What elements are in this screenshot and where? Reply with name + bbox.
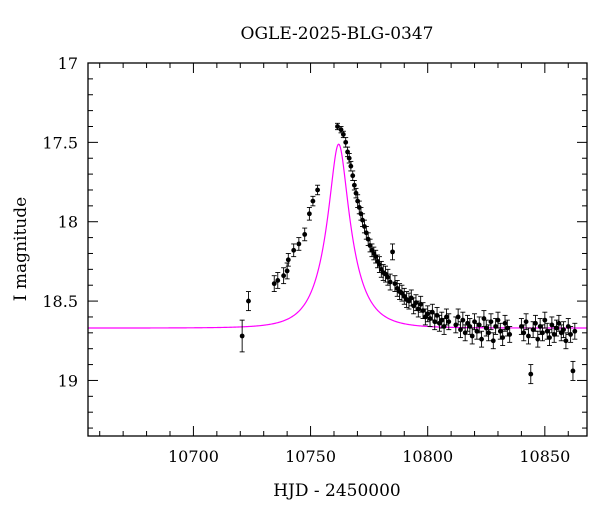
data-point — [415, 306, 421, 312]
data-point — [507, 332, 513, 337]
data-point — [572, 328, 578, 334]
data-point — [351, 182, 357, 188]
data-point — [446, 319, 452, 325]
data-point — [542, 317, 548, 323]
data-point — [469, 333, 475, 339]
data-point — [392, 281, 398, 287]
data-point — [533, 320, 538, 326]
data-point — [271, 281, 277, 287]
data-point — [291, 247, 297, 253]
data-point — [246, 298, 251, 304]
data-point — [348, 163, 354, 169]
data-point — [521, 330, 527, 336]
y-tick-label: 18 — [58, 213, 78, 232]
data-point — [296, 241, 302, 247]
data-point — [275, 278, 281, 283]
y-tick-label: 18.5 — [42, 292, 78, 311]
data-point — [495, 317, 501, 323]
data-point — [390, 249, 395, 255]
data-point — [302, 232, 308, 237]
data-point — [350, 173, 356, 179]
data-point — [490, 338, 496, 344]
data-point — [570, 368, 576, 374]
x-tick-label: 10750 — [285, 447, 336, 466]
chart-title: OGLE-2025-BLG-0347 — [241, 24, 434, 44]
data-point — [561, 327, 566, 333]
data-point — [239, 333, 245, 339]
y-tick-label: 17.5 — [42, 133, 78, 152]
data-point — [479, 336, 484, 342]
data-point — [502, 320, 508, 326]
data-point — [425, 311, 431, 317]
data-point — [500, 335, 506, 340]
data-point — [476, 322, 482, 328]
data-point — [306, 211, 312, 217]
data-point — [343, 139, 349, 145]
x-tick-label: 10700 — [168, 447, 219, 466]
data-point — [460, 317, 466, 323]
model-curve — [88, 143, 587, 329]
data-point — [444, 314, 449, 320]
data-point — [483, 325, 489, 331]
data-point — [335, 124, 340, 129]
axis-tick-labels: 10700 10750 10800 10850 17 17.5 18 18.5 19 — [42, 54, 570, 466]
data-point — [455, 314, 461, 320]
y-tick-label: 19 — [58, 371, 78, 390]
data-point — [285, 257, 291, 263]
y-axis-title: I magnitude — [11, 197, 31, 301]
data-point — [547, 335, 552, 340]
data-point — [486, 330, 492, 336]
data-point — [284, 268, 290, 274]
data-point — [488, 319, 494, 325]
data-point — [526, 333, 531, 339]
data-point — [554, 325, 559, 331]
data-point — [563, 338, 569, 344]
data-point — [385, 274, 391, 280]
data-point — [281, 273, 287, 279]
data-point — [340, 132, 346, 137]
data-point — [528, 371, 534, 377]
plot-frame — [87, 62, 588, 437]
y-tick-label: 17 — [58, 54, 78, 73]
x-tick-label: 10850 — [519, 447, 570, 466]
data-point — [535, 336, 541, 342]
x-tick-label: 10800 — [402, 447, 453, 466]
data-point — [540, 330, 545, 336]
model-curve-layer — [88, 143, 587, 329]
data-point — [310, 198, 316, 204]
x-axis-title: HJD - 2450000 — [273, 481, 401, 501]
data-point — [523, 319, 529, 325]
data-points-layer — [239, 122, 578, 385]
data-point — [387, 279, 393, 285]
data-point — [377, 262, 382, 267]
data-point — [346, 155, 352, 161]
data-point — [315, 187, 320, 193]
data-point — [568, 332, 574, 337]
axis-ticks — [88, 62, 587, 436]
